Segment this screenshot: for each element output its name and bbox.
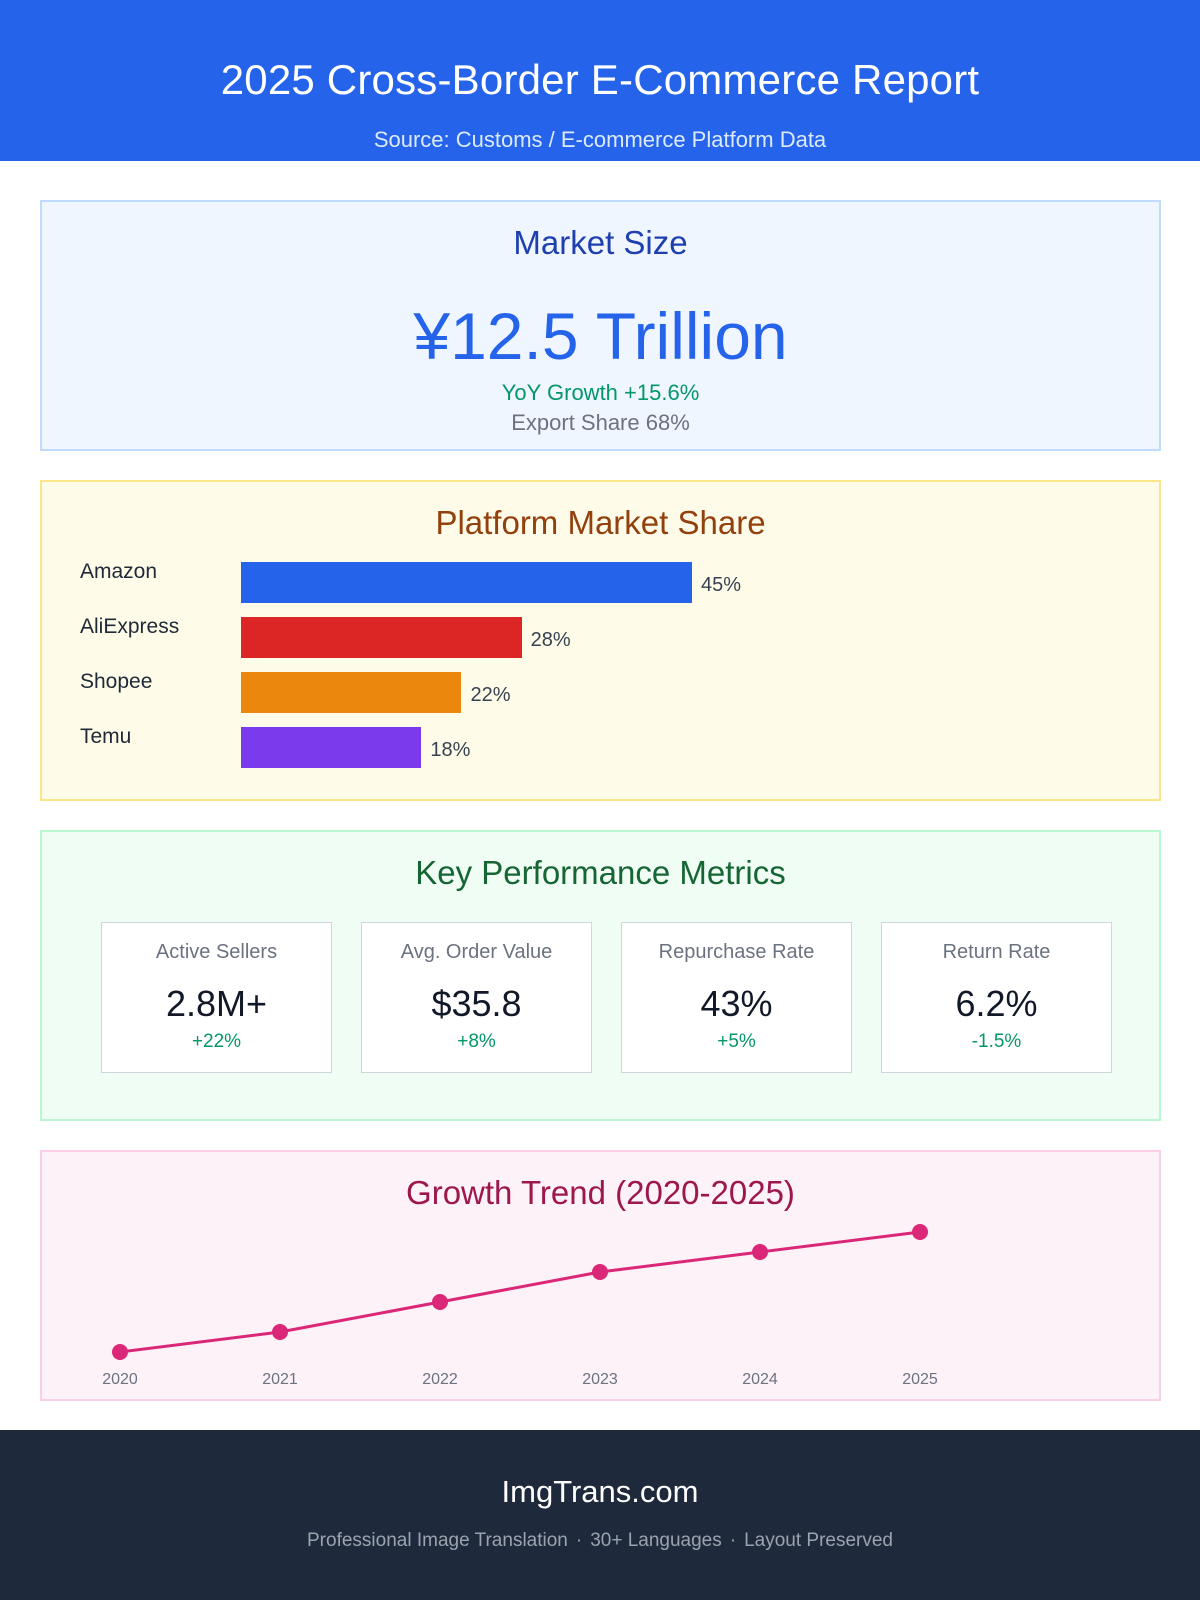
kpi-label: Return Rate — [942, 941, 1051, 963]
report-source: Source: Customs / E-commerce Platform Da… — [373, 127, 827, 152]
bar-row: Shopee 22% — [80, 670, 1120, 713]
kpi-card-avg-order-value: Avg. Order Value $35.8 +8% — [361, 922, 592, 1073]
kpi-value: $35.8 — [431, 983, 522, 1024]
bar — [241, 727, 422, 768]
bar — [241, 617, 522, 658]
bar-row: Amazon 45% — [80, 560, 1120, 603]
kpi-label: Avg. Order Value — [400, 941, 553, 963]
market-size-heading: Market Size — [513, 224, 688, 261]
kpi-change: +8% — [457, 1031, 496, 1052]
bar-row: AliExpress 28% — [80, 615, 1120, 658]
x-tick-label: 2024 — [742, 1371, 778, 1388]
footer-tagline: Professional Image Translation · 30+ Langu… — [0, 1530, 1200, 1552]
trend-line — [119, 1230, 921, 1354]
kpi-change: -1.5% — [971, 1031, 1022, 1052]
kpi-label: Repurchase Rate — [658, 941, 815, 963]
kpi-value: 6.2% — [955, 983, 1038, 1024]
trend-point — [912, 1224, 928, 1240]
kpi-value: 2.8M+ — [165, 983, 268, 1024]
footer-brand: ImgTrans.com — [501, 1474, 699, 1509]
kpi-panel: Key Performance Metrics Active Sellers 2… — [40, 830, 1161, 1121]
platform-share-heading: Platform Market Share — [435, 504, 766, 541]
kpi-value: 43% — [700, 983, 773, 1024]
kpi-change: +22% — [191, 1031, 242, 1052]
bar — [241, 672, 462, 713]
bar-value-label: 22% — [470, 684, 511, 706]
bar-category-label: Amazon — [80, 560, 158, 583]
bar-value-label: 18% — [430, 739, 471, 761]
footer-tag: Professional Image Translation — [307, 1530, 568, 1551]
growth-trend-chart: 2020 2021 2022 2023 2024 2025 — [102, 1224, 938, 1388]
footer-tag: 30+ Languages — [590, 1530, 722, 1551]
footer-separator: · — [729, 1530, 737, 1551]
bar-row: Temu 18% — [80, 725, 1120, 768]
yoy-growth: YoY Growth +15.6% — [501, 380, 700, 405]
x-tick-label: 2021 — [262, 1371, 298, 1388]
trend-point — [592, 1264, 608, 1280]
growth-trend-panel: Growth Trend (2020-2025) 2020 2021 2022 202… — [40, 1150, 1161, 1401]
kpi-card-return-rate: Return Rate 6.2% -1.5% — [881, 922, 1112, 1073]
market-size-panel: Market Size ¥12.5 Trillion YoY Growth +1… — [40, 200, 1161, 451]
x-tick-label: 2022 — [422, 1371, 458, 1388]
market-size-value: ¥12.5 Trillion — [413, 299, 788, 373]
growth-trend-heading: Growth Trend (2020-2025) — [406, 1174, 795, 1211]
kpi-card-repurchase-rate: Repurchase Rate 43% +5% — [621, 922, 852, 1073]
kpi-card-active-sellers: Active Sellers 2.8M+ +22% — [101, 922, 332, 1073]
bar-value-label: 28% — [530, 629, 571, 651]
x-tick-label: 2025 — [902, 1371, 938, 1388]
kpi-change: +5% — [717, 1031, 756, 1052]
footer: ImgTrans.com Professional Image Translat… — [0, 1430, 1200, 1600]
export-share: Export Share 68% — [511, 410, 690, 435]
bar-value-label: 45% — [701, 574, 742, 596]
bar — [241, 562, 692, 603]
report-header: 2025 Cross-Border E-Commerce Report Sour… — [0, 0, 1200, 161]
trend-point — [272, 1324, 288, 1340]
footer-separator: · — [575, 1530, 583, 1551]
bar-category-label: Shopee — [80, 670, 153, 693]
bar-category-label: Temu — [80, 725, 132, 748]
x-tick-label: 2023 — [582, 1371, 618, 1388]
bar-category-label: AliExpress — [80, 615, 180, 638]
report-title: 2025 Cross-Border E-Commerce Report — [220, 56, 980, 103]
kpi-heading: Key Performance Metrics — [415, 854, 786, 891]
trend-point — [432, 1294, 448, 1310]
kpi-label: Active Sellers — [155, 941, 278, 963]
trend-point — [112, 1344, 128, 1360]
x-tick-label: 2020 — [102, 1371, 138, 1388]
platform-share-panel: Platform Market Share Amazon 45% AliExpres… — [40, 480, 1161, 801]
trend-point — [752, 1244, 768, 1260]
footer-tag: Layout Preserved — [744, 1530, 893, 1551]
